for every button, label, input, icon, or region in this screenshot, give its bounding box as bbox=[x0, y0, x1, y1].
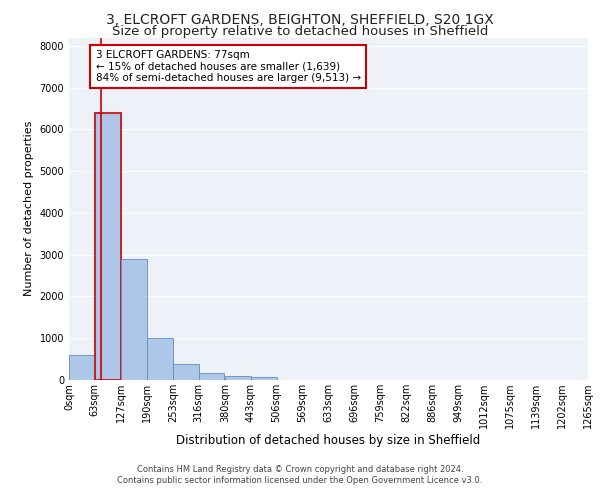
X-axis label: Distribution of detached houses by size in Sheffield: Distribution of detached houses by size … bbox=[176, 434, 481, 447]
Bar bbox=[95, 112, 121, 380]
Text: Contains public sector information licensed under the Open Government Licence v3: Contains public sector information licen… bbox=[118, 476, 482, 485]
Bar bbox=[225, 376, 251, 380]
Text: Size of property relative to detached houses in Sheffield: Size of property relative to detached ho… bbox=[112, 25, 488, 38]
Text: Contains HM Land Registry data © Crown copyright and database right 2024.: Contains HM Land Registry data © Crown c… bbox=[137, 465, 463, 474]
Bar bbox=[199, 372, 224, 380]
Bar bbox=[69, 355, 95, 380]
Bar bbox=[121, 259, 147, 380]
Bar bbox=[251, 376, 277, 380]
Text: 3, ELCROFT GARDENS, BEIGHTON, SHEFFIELD, S20 1GX: 3, ELCROFT GARDENS, BEIGHTON, SHEFFIELD,… bbox=[106, 12, 494, 26]
Bar bbox=[147, 338, 173, 380]
Bar bbox=[173, 364, 199, 380]
Y-axis label: Number of detached properties: Number of detached properties bbox=[24, 121, 34, 296]
Text: 3 ELCROFT GARDENS: 77sqm
← 15% of detached houses are smaller (1,639)
84% of sem: 3 ELCROFT GARDENS: 77sqm ← 15% of detach… bbox=[95, 50, 361, 83]
